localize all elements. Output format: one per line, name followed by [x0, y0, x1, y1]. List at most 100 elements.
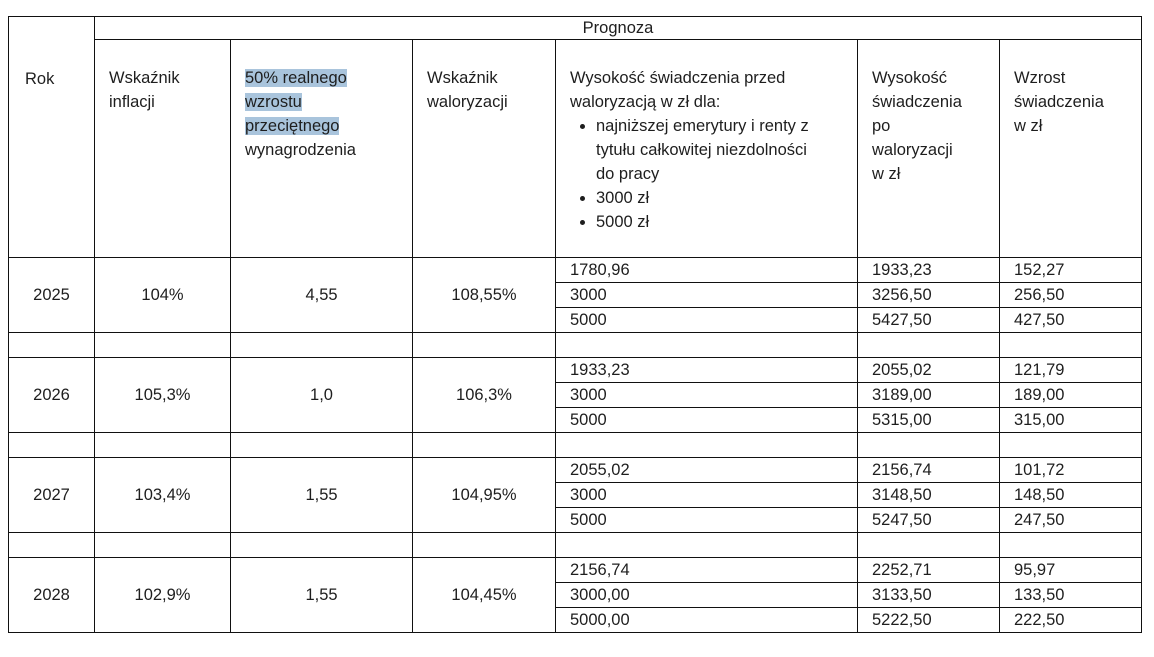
highlighted-text: wzrostu: [245, 93, 302, 111]
highlighted-text: 50% realnego: [245, 69, 347, 87]
amount-before-cell: 3000,00: [555, 582, 858, 608]
empty-cell: [8, 432, 95, 458]
increase-cell: 256,50: [999, 282, 1142, 308]
valorization-cell: 104,95%: [412, 457, 556, 533]
amount-before-cell: 3000: [555, 482, 858, 508]
increase-cell: 222,50: [999, 607, 1142, 633]
empty-cell: [412, 432, 556, 458]
amount-after-cell: 3256,50: [857, 282, 1000, 308]
amount-after-cell: 2156,74: [857, 457, 1000, 483]
amount-after-cell: 5247,50: [857, 507, 1000, 533]
inflation-cell: 104%: [94, 257, 231, 333]
table-row: 3000 3189,00 189,00: [9, 382, 1142, 408]
table-row: 3000,00 3133,50 133,50: [9, 582, 1142, 608]
valorization-forecast-table: Rok Prognoza Wskaźnik inflacji 50% realn…: [8, 16, 1142, 633]
valorization-cell: 106,3%: [412, 357, 556, 433]
header-text: wynagrodzenia: [245, 141, 356, 159]
increase-cell: 427,50: [999, 307, 1142, 333]
table-row: 2025 104% 4,55 108,55% 1780,96 1933,23 152,27: [8, 257, 1142, 333]
header-text: Wzrost: [1014, 69, 1066, 87]
spacer-row: [8, 532, 1142, 558]
increase-cell: 133,50: [999, 582, 1142, 608]
valorization-cell: 104,45%: [412, 557, 556, 633]
increase-cell: 247,50: [999, 507, 1142, 533]
header-text: waloryzacji: [872, 141, 953, 159]
amount-before-cell: 5000: [555, 307, 858, 333]
amount-after-cell: 2055,02: [857, 357, 1000, 383]
empty-cell: [94, 332, 231, 358]
wage-growth-cell: 1,0: [230, 357, 413, 433]
increase-cell: 152,27: [999, 257, 1142, 283]
bullet-list: najniższej emerytury i renty z tytułu ca…: [570, 114, 857, 234]
spacer-row: [8, 432, 1142, 458]
amount-after-cell: 5427,50: [857, 307, 1000, 333]
header-text: Wskaźnik: [109, 69, 180, 87]
wage-growth-cell: 4,55: [230, 257, 413, 333]
header-increase: Wzrost świadczenia w zł: [999, 39, 1142, 258]
amount-after-cell: 3189,00: [857, 382, 1000, 408]
year-cell: 2025: [8, 257, 95, 333]
year-cell: 2026: [8, 357, 95, 433]
table-row: 2027 103,4% 1,55 104,95% 2055,02 2156,74 101,7…: [8, 457, 1142, 533]
valorization-cell: 108,55%: [412, 257, 556, 333]
amount-after-cell: 5315,00: [857, 407, 1000, 433]
increase-cell: 95,97: [999, 557, 1142, 583]
empty-cell: [857, 332, 1000, 358]
bullet-item: 3000 zł: [596, 186, 827, 210]
empty-cell: [94, 532, 231, 558]
empty-cell: [8, 532, 95, 558]
highlighted-text: przeciętnego: [245, 117, 340, 135]
header-text: świadczenia: [872, 93, 962, 111]
table-row: 5000 5427,50 427,50: [9, 307, 1142, 333]
empty-cell: [230, 532, 413, 558]
amount-after-cell: 1933,23: [857, 257, 1000, 283]
table-row: 5000 5315,00 315,00: [9, 407, 1142, 433]
empty-cell: [555, 332, 858, 358]
amount-before-cell: 5000: [555, 407, 858, 433]
empty-cell: [230, 432, 413, 458]
bullet-item: najniższej emerytury i renty z tytułu ca…: [596, 114, 827, 186]
year-cell: 2027: [8, 457, 95, 533]
increase-cell: 315,00: [999, 407, 1142, 433]
header-rok: Rok: [8, 16, 95, 258]
header-text: w zł: [872, 165, 901, 183]
header-text: świadczenia: [1014, 93, 1104, 111]
inflation-cell: 103,4%: [94, 457, 231, 533]
header-before: Wysokość świadczenia przed waloryzacją w…: [555, 39, 858, 258]
table-row: 2028 102,9% 1,55 104,45% 2156,74 2252,71 95,97: [8, 557, 1142, 633]
empty-cell: [8, 332, 95, 358]
empty-cell: [999, 532, 1142, 558]
amount-before-cell: 5000,00: [555, 607, 858, 633]
empty-cell: [999, 432, 1142, 458]
amount-after-cell: 2252,71: [857, 557, 1000, 583]
header-text: Wysokość świadczenia przed waloryzacją w…: [570, 69, 786, 111]
amount-before-cell: 2055,02: [555, 457, 858, 483]
header-inflation: Wskaźnik inflacji: [94, 39, 231, 258]
header-text: po: [872, 117, 891, 135]
header-prognoza: Prognoza: [94, 16, 1142, 40]
amount-after-cell: 5222,50: [857, 607, 1000, 633]
header-wage-growth: 50% realnego wzrostu przeciętnego wynagr…: [230, 39, 413, 258]
empty-cell: [412, 332, 556, 358]
increase-cell: 101,72: [999, 457, 1142, 483]
amount-before-cell: 3000: [555, 382, 858, 408]
empty-cell: [857, 532, 1000, 558]
wage-growth-cell: 1,55: [230, 557, 413, 633]
table-row: 2026 105,3% 1,0 106,3% 1933,23 2055,02 121,79: [8, 357, 1142, 433]
empty-cell: [412, 532, 556, 558]
empty-cell: [857, 432, 1000, 458]
year-cell: 2028: [8, 557, 95, 633]
amount-before-cell: 3000: [555, 282, 858, 308]
wage-growth-cell: 1,55: [230, 457, 413, 533]
amount-before-cell: 2156,74: [555, 557, 858, 583]
spacer-row: [8, 332, 1142, 358]
header-after: Wysokość świadczenia po waloryzacji w zł: [857, 39, 1000, 258]
header-valorization: Wskaźnik waloryzacji: [412, 39, 556, 258]
table-row: 3000 3256,50 256,50: [9, 282, 1142, 308]
inflation-cell: 102,9%: [94, 557, 231, 633]
empty-cell: [999, 332, 1142, 358]
amount-before-cell: 1933,23: [555, 357, 858, 383]
amount-after-cell: 3133,50: [857, 582, 1000, 608]
header-text: Wskaźnik: [427, 69, 498, 87]
increase-cell: 121,79: [999, 357, 1142, 383]
